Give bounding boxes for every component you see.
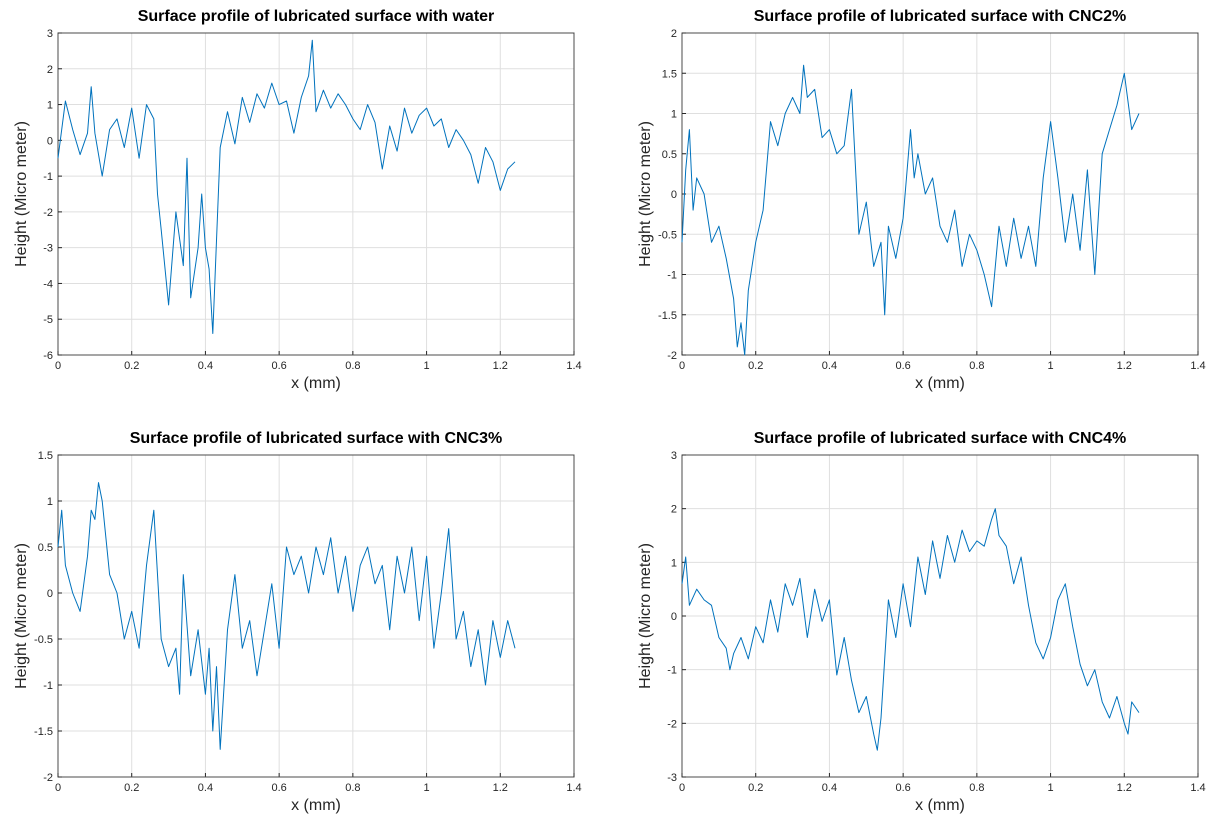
x-axis-label: x (mm): [915, 797, 965, 814]
x-tick-label: 0.2: [748, 360, 763, 372]
x-tick-label: 1.2: [1117, 360, 1132, 372]
x-tick-label: 1.4: [1190, 360, 1205, 372]
x-tick-label: 0: [55, 782, 61, 794]
x-tick-label: 1.2: [1117, 782, 1132, 794]
x-tick-label: 0.4: [198, 782, 213, 794]
x-tick-label: 0.6: [271, 360, 286, 372]
y-tick-label: 1: [47, 100, 53, 112]
x-tick-label: 1: [424, 782, 430, 794]
y-tick-label: -2: [667, 350, 677, 362]
y-tick-label: -0.5: [34, 634, 53, 646]
plot-water-profile: 0 0.2 0.4 0.6 0.8 1 1.2 1.4 -6 -5 -4 -3 -2 -1 0 1 2 3 Surf…: [13, 8, 582, 392]
chart-title: Surface profile of lubricated surface wi…: [130, 430, 503, 447]
profile-line: [681, 64, 1140, 356]
y-tick-label: -1.5: [658, 310, 677, 322]
y-axis-label: Height (Micro meter): [13, 543, 30, 689]
x-tick-label: 0.2: [748, 782, 763, 794]
x-tick-label: 0: [679, 782, 685, 794]
chart-title: Surface profile of lubricated surface wi…: [754, 8, 1127, 25]
y-tick-label: 0: [47, 588, 53, 600]
x-tick-label: 0: [679, 360, 685, 372]
profile-line: [57, 482, 516, 750]
y-tick-label: -2: [667, 718, 677, 730]
y-tick-label: -1: [667, 665, 677, 677]
x-tick-label: 0.8: [345, 782, 360, 794]
x-tick-label: 0.8: [345, 360, 360, 372]
y-tick-label: -1: [43, 171, 53, 183]
plot-area: [57, 454, 575, 778]
y-tick-label: 0: [671, 189, 677, 201]
x-tick-label: 1.2: [493, 782, 508, 794]
plot-cnc2-profile: 0 0.2 0.4 0.6 0.8 1 1.2 1.4 -2 -1.5 -1 -0.5 0 0.5 1 1.5…: [637, 8, 1206, 392]
y-tick-label: 0: [671, 611, 677, 623]
y-tick-label: -1: [43, 680, 53, 692]
x-tick-label: 0.2: [124, 360, 139, 372]
y-tick-label: -3: [43, 243, 53, 255]
chart-title: Surface profile of lubricated surface wi…: [138, 8, 495, 25]
x-tick-label: 0.8: [969, 360, 984, 372]
y-tick-label: -0.5: [658, 229, 677, 241]
y-tick-label: -1.5: [34, 726, 53, 738]
x-tick-label: 0: [55, 360, 61, 372]
x-axis-label: x (mm): [915, 375, 965, 392]
plot-cnc3-profile: 0 0.2 0.4 0.6 0.8 1 1.2 1.4 -2 -1.5 -1 -0.5 0 0.5 1 1.5…: [13, 430, 582, 814]
y-tick-label: -2: [43, 207, 53, 219]
y-axis-label: Height (Micro meter): [637, 121, 654, 267]
y-tick-label: -6: [43, 350, 53, 362]
plot-cnc4-profile: 0 0.2 0.4 0.6 0.8 1 1.2 1.4 -3 -2 -1 0 1 2 3 Surface pr…: [637, 430, 1206, 814]
x-tick-label: 0.8: [969, 782, 984, 794]
x-tick-label: 0.4: [822, 360, 837, 372]
y-tick-label: 2: [671, 28, 677, 40]
x-tick-label: 0.6: [271, 782, 286, 794]
y-tick-label: 1.5: [662, 68, 677, 80]
axes-box: [57, 32, 575, 356]
axes-box: [681, 454, 1199, 778]
profile-line: [57, 39, 516, 334]
x-tick-label: 1.4: [566, 360, 581, 372]
x-axis-label: x (mm): [291, 797, 341, 814]
y-tick-label: 1: [671, 109, 677, 121]
y-tick-label: -4: [43, 278, 53, 290]
y-tick-label: 2: [47, 64, 53, 76]
y-axis-label: Height (Micro meter): [13, 121, 30, 267]
y-tick-label: 0.5: [662, 149, 677, 161]
x-tick-label: 0.2: [124, 782, 139, 794]
profile-line: [681, 508, 1140, 751]
y-tick-label: 2: [671, 504, 677, 516]
x-tick-label: 0.6: [895, 360, 910, 372]
x-tick-label: 1.2: [493, 360, 508, 372]
x-tick-label: 0.4: [198, 360, 213, 372]
x-tick-label: 1: [424, 360, 430, 372]
y-tick-label: 3: [671, 450, 677, 462]
x-tick-label: 0.4: [822, 782, 837, 794]
y-tick-label: -3: [667, 772, 677, 784]
y-tick-label: -1: [667, 270, 677, 282]
y-tick-label: 3: [47, 28, 53, 40]
chart-title: Surface profile of lubricated surface wi…: [754, 430, 1127, 447]
x-tick-label: 1.4: [566, 782, 581, 794]
x-tick-label: 0.6: [895, 782, 910, 794]
y-tick-label: 0: [47, 135, 53, 147]
x-tick-label: 1.4: [1190, 782, 1205, 794]
y-tick-label: -2: [43, 772, 53, 784]
plot-area: [57, 32, 575, 356]
x-axis-label: x (mm): [291, 375, 341, 392]
x-tick-label: 1: [1048, 782, 1054, 794]
y-tick-label: 1: [47, 496, 53, 508]
y-tick-label: 1.5: [38, 450, 53, 462]
y-tick-label: -5: [43, 314, 53, 326]
y-tick-label: 0.5: [38, 542, 53, 554]
y-axis-label: Height (Micro meter): [637, 543, 654, 689]
axes-box: [57, 454, 575, 778]
x-tick-label: 1: [1048, 360, 1054, 372]
y-tick-label: 1: [671, 557, 677, 569]
axes-box: [681, 32, 1199, 356]
